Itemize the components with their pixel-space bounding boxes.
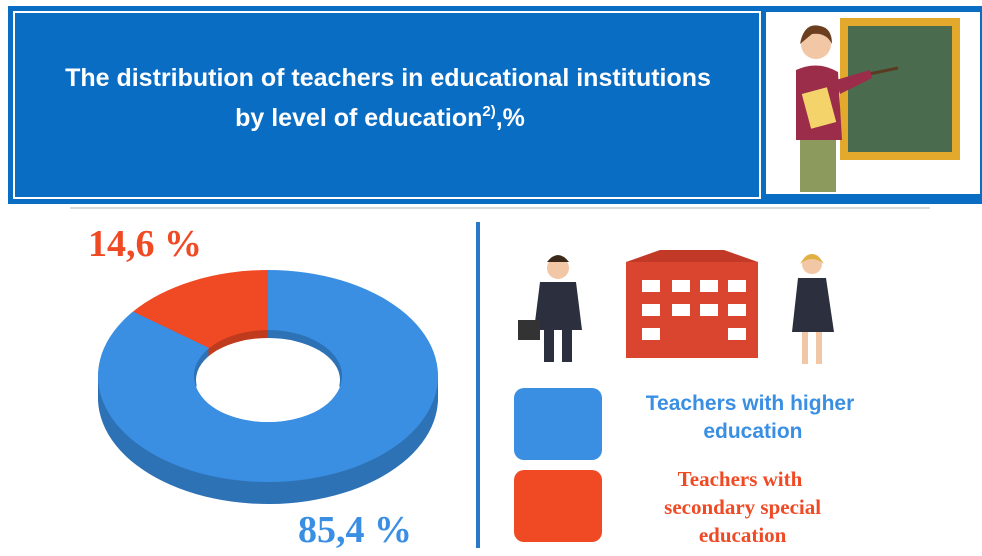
value-label: 14,6 %	[88, 223, 202, 265]
legend-line: secondary special	[659, 495, 821, 519]
legend-swatch	[514, 388, 602, 460]
title-superscript: 2)	[482, 103, 495, 120]
title-line-1: The distribution of teachers in educatio…	[65, 64, 711, 92]
briefcase	[518, 320, 540, 340]
legend-line: education	[694, 523, 787, 547]
woman-leg	[802, 332, 808, 364]
infographic: The distribution of teachers in educatio…	[0, 0, 982, 556]
title-main: by level of education	[235, 104, 482, 132]
title-line-2: by level of education2),%	[235, 103, 525, 132]
legend-line: Teachers with higher	[646, 392, 855, 415]
value-label: 85,4 %	[298, 509, 412, 551]
title-suffix: ,%	[496, 104, 525, 132]
man-leg	[562, 328, 572, 362]
skirt	[800, 140, 836, 192]
board	[848, 26, 952, 152]
legend-swatch	[514, 470, 602, 542]
man-suit	[534, 282, 582, 330]
legend-line: Teachers with	[678, 467, 803, 491]
donut-hole	[196, 338, 340, 422]
legend-line: education	[697, 420, 802, 443]
man-leg	[544, 328, 554, 362]
woman-leg	[816, 332, 822, 364]
